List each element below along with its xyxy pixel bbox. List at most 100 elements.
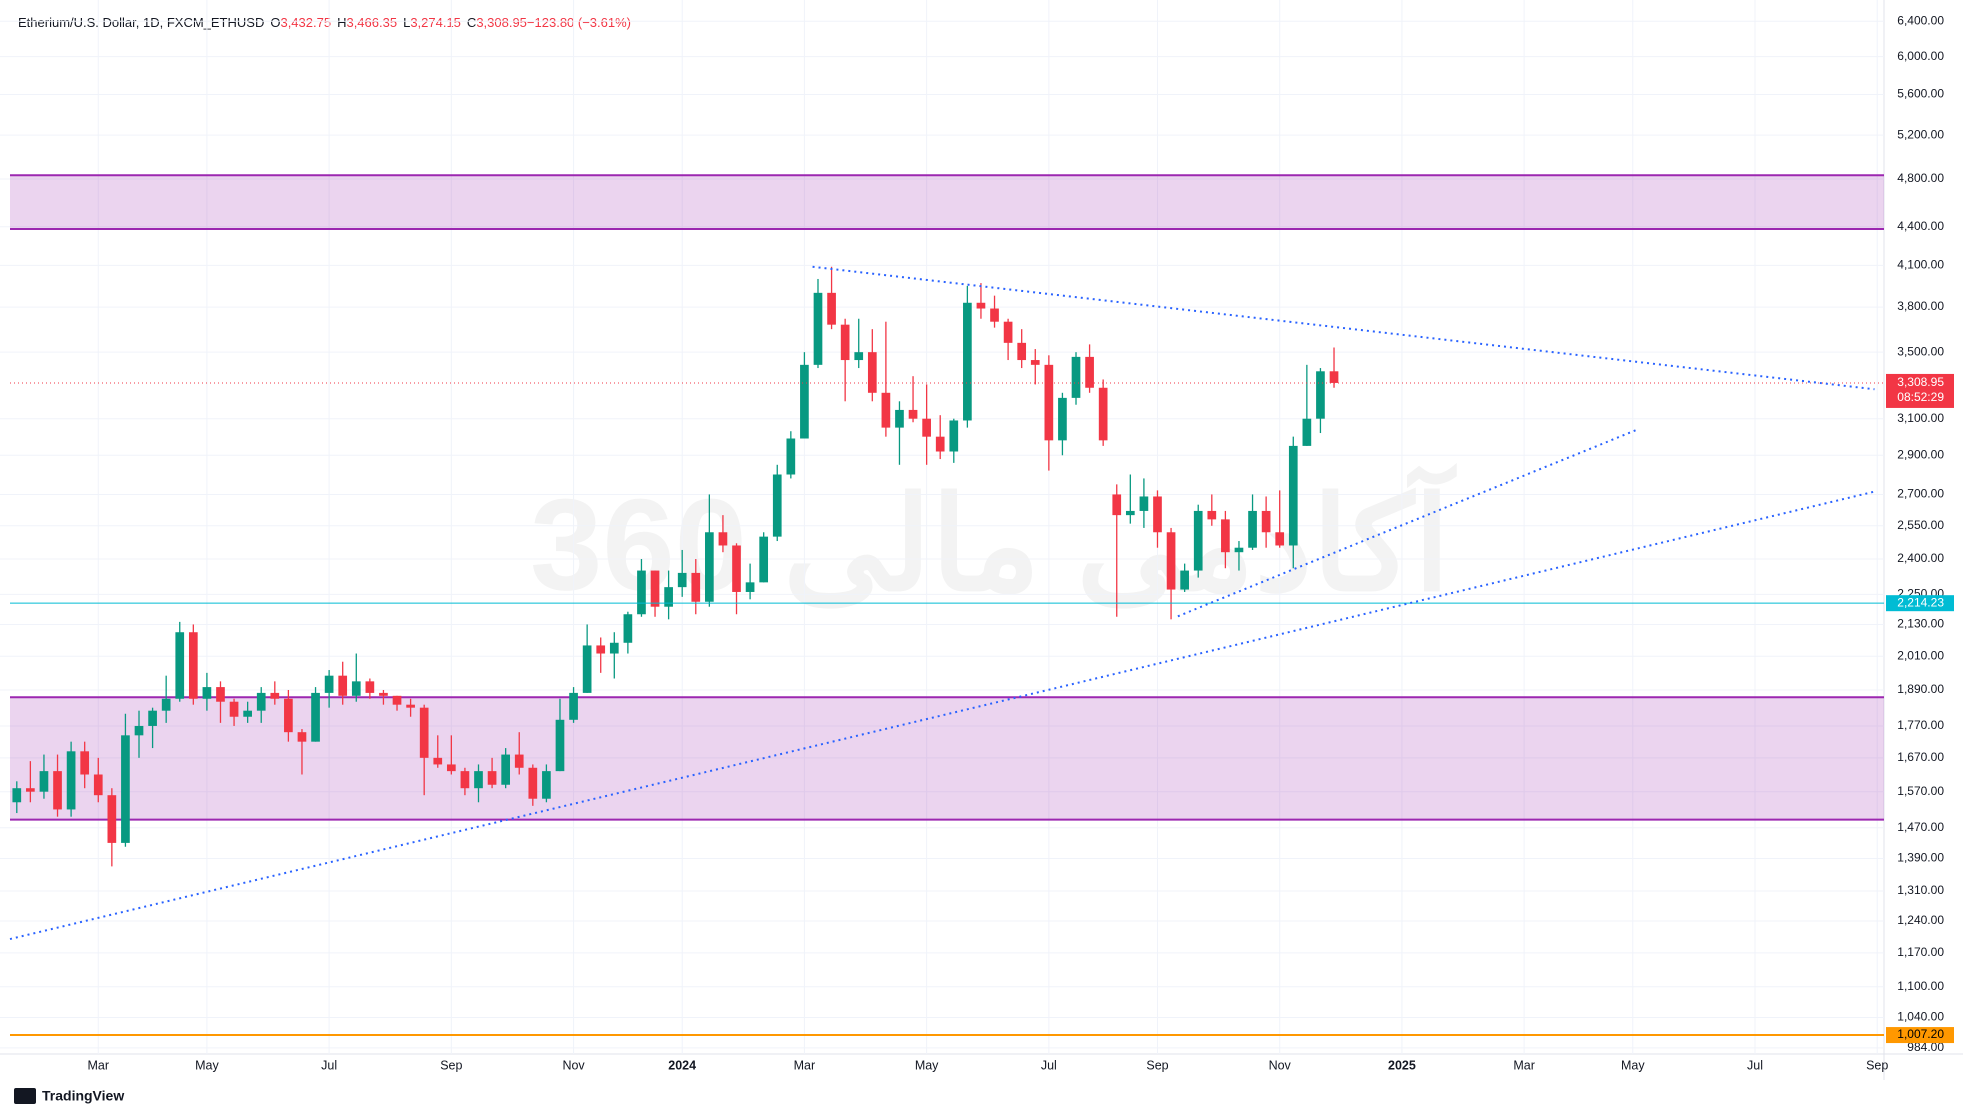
candle-body [976, 302, 986, 309]
candle-body [867, 352, 877, 393]
candle-body [1003, 321, 1013, 343]
candle-body [895, 409, 904, 428]
candle-body [256, 692, 266, 711]
candle-body [487, 771, 497, 785]
candle-body [609, 642, 619, 654]
legend-key: C [467, 15, 476, 30]
candle-body [786, 438, 796, 475]
x-tick-label: Mar [794, 1058, 816, 1072]
candle-body [80, 751, 90, 775]
candle-body [963, 302, 972, 421]
y-tick-label: 984.00 [1907, 1040, 1944, 1054]
candle-body [813, 292, 823, 365]
candle-body [1044, 364, 1054, 441]
candle-body [514, 754, 524, 768]
y-tick-label: 4,800.00 [1897, 171, 1944, 185]
candle-body [121, 735, 130, 843]
candle-body [284, 698, 293, 733]
candle-body [1166, 532, 1176, 590]
x-tick-label: Nov [1269, 1058, 1292, 1072]
candle-body [53, 771, 62, 810]
candle-body [134, 725, 144, 736]
candle-body [528, 767, 538, 799]
y-tick-label: 6,000.00 [1897, 49, 1944, 63]
candle-body [270, 692, 280, 699]
legend-text: Etherium/U.S. Dollar, 1D, FXCM_ETHUSD O 3,… [18, 15, 631, 30]
legend-value: 3,466.35 [346, 15, 397, 30]
y-tick-label: 5,600.00 [1897, 87, 1944, 101]
candle-body [800, 364, 809, 439]
candle-body [474, 771, 483, 789]
candle-body [949, 420, 959, 452]
y-tick-label: 1,170.00 [1897, 945, 1944, 959]
y-tick-label: 4,100.00 [1897, 258, 1944, 272]
candle-body [243, 710, 252, 717]
legend-title: Etherium/U.S. Dollar, 1D, FXCM_ETHUSD [18, 15, 264, 30]
y-tick-label: 1,310.00 [1897, 883, 1944, 897]
y-tick-label: 1,890.00 [1897, 682, 1944, 696]
y-tick-label: 6,400.00 [1897, 13, 1944, 27]
y-tick-label: 1,470.00 [1897, 820, 1944, 834]
x-tick-label: Jul [321, 1058, 337, 1072]
x-tick-label: May [915, 1058, 939, 1072]
candle-body [555, 719, 565, 772]
countdown: 08:52:29 [1897, 390, 1944, 404]
candle-body [460, 771, 470, 789]
y-tick-label: 2,010.00 [1897, 648, 1944, 662]
candle-body [406, 704, 415, 708]
candle-body [93, 774, 103, 796]
x-tick-label: Sep [1146, 1058, 1168, 1072]
overlays [9, 265, 1884, 1037]
candle-body [107, 795, 117, 843]
candle-body [664, 587, 673, 607]
candle-body [881, 392, 891, 428]
candle-body [188, 632, 198, 699]
candle-body [922, 418, 931, 437]
y-tick-label: 1,770.00 [1897, 718, 1944, 732]
candle-body [392, 695, 402, 705]
legend-key: H [337, 15, 346, 30]
candle-body [854, 352, 864, 361]
y-tick-label: 2,130.00 [1897, 617, 1944, 631]
x-tick-label: Jul [1747, 1058, 1763, 1072]
watermark: 360 آکادمی مالی [530, 462, 1457, 617]
y-tick-label: 2,550.00 [1897, 518, 1944, 532]
candle-body [623, 614, 633, 643]
zone [10, 697, 1884, 820]
candle-body [1234, 547, 1244, 553]
candle-body [379, 692, 388, 696]
x-tick-label: Sep [440, 1058, 462, 1072]
candle-body [1017, 342, 1027, 361]
trendline [812, 265, 1875, 391]
legend-value: 3,308.95 [476, 15, 527, 30]
candle-body [935, 436, 945, 452]
y-tick-label: 1,040.00 [1897, 1010, 1944, 1024]
candle-body [1329, 371, 1339, 383]
x-tick-label: May [195, 1058, 219, 1072]
candle-body [216, 687, 225, 702]
level-label: 1,007.20 [1897, 1027, 1944, 1041]
candle-body [990, 308, 999, 322]
candle-body [419, 707, 429, 758]
candle-body [677, 572, 687, 588]
candle-body [433, 757, 443, 765]
legend-key: O [270, 15, 280, 30]
trendline [9, 490, 1875, 941]
y-tick-label: 3,500.00 [1897, 344, 1944, 358]
y-tick-label: 2,400.00 [1897, 551, 1944, 565]
candle-body [840, 324, 850, 361]
candle-body [569, 692, 578, 720]
candle-body [1071, 356, 1081, 398]
candle-body [161, 698, 171, 711]
x-tick-label: Mar [88, 1058, 110, 1072]
candle-body [1261, 510, 1271, 533]
candle-body [718, 532, 728, 546]
candle-body [759, 536, 769, 583]
legend-key: L [403, 15, 410, 30]
candle-body [311, 692, 320, 742]
x-tick-label: 2025 [1388, 1058, 1416, 1072]
candle-body [297, 732, 307, 742]
